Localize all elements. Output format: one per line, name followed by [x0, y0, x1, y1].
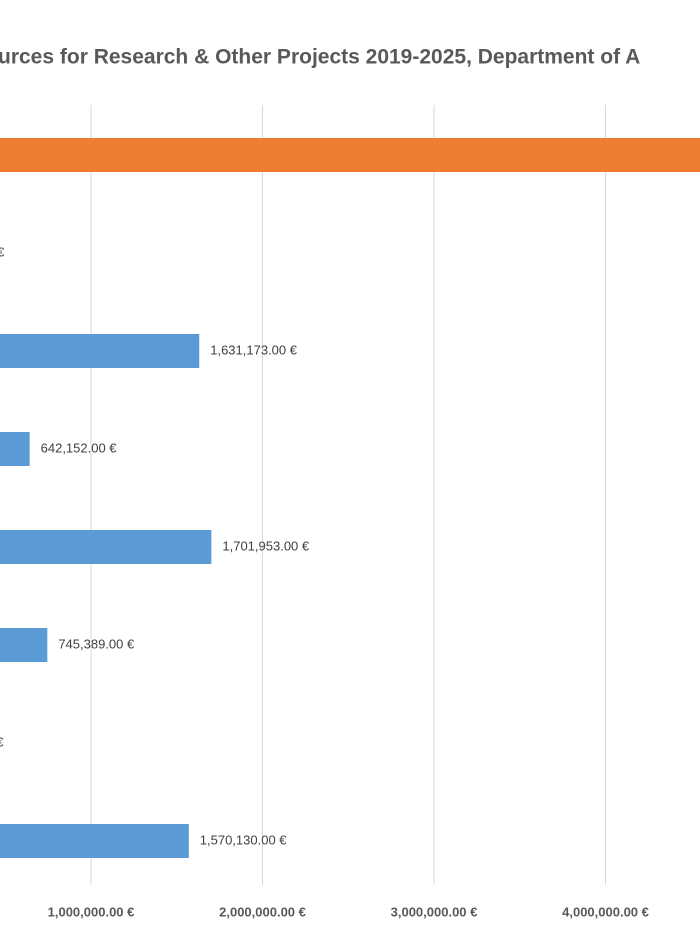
chart-title: urces for Research & Other Projects 2019…: [0, 46, 640, 69]
data-label: 1,631,173.00 €: [210, 342, 298, 357]
x-tick-label: 3,000,000.00 €: [391, 904, 478, 919]
bar: [0, 530, 212, 564]
bar: [0, 824, 189, 858]
bar: [0, 138, 700, 172]
bar: [0, 628, 48, 662]
bar: [0, 334, 200, 368]
x-tick-label: 2,000,000.00 €: [219, 904, 306, 919]
x-tick-label: 4,000,000.00 €: [562, 904, 649, 919]
data-label: 1,570,130.00 €: [200, 832, 288, 847]
bar: [0, 432, 30, 466]
data-label: 642,152.00 €: [41, 440, 118, 455]
x-tick-label: 1,000,000.00 €: [48, 904, 135, 919]
data-label: 745,389.00 €: [58, 636, 135, 651]
data-label: 25,000.00 €: [0, 734, 4, 749]
data-label: 1,701,953.00 €: [222, 538, 310, 553]
data-label: 30,000.00 €: [0, 244, 5, 259]
